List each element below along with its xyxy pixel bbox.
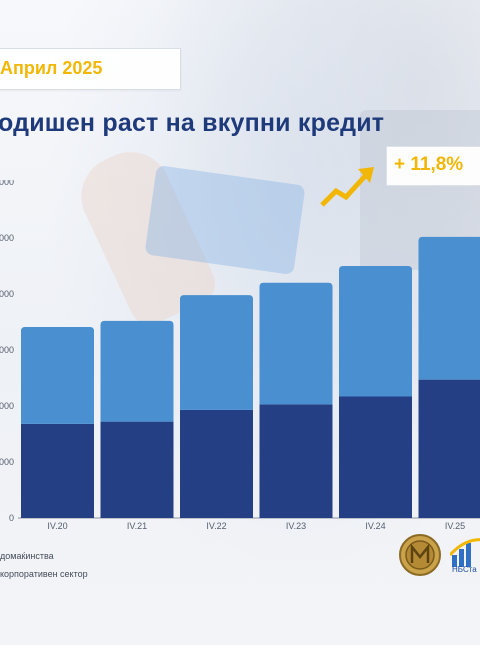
nbs-logo-text: НБСта xyxy=(452,565,477,574)
coin-seal-icon xyxy=(399,534,441,576)
x-tick-label: IV.24 xyxy=(365,521,385,531)
growth-box xyxy=(386,146,480,186)
date-box xyxy=(0,48,181,90)
bar-corporate xyxy=(21,327,94,424)
x-tick-label: IV.21 xyxy=(127,521,147,531)
x-tick-label: IV.20 xyxy=(47,521,67,531)
page-title: одишен раст на вкупни кредит xyxy=(0,109,385,137)
bar-households xyxy=(339,396,412,518)
x-tick-label: IV.22 xyxy=(206,521,226,531)
date-label: Април 2025 xyxy=(0,58,103,78)
bar-corporate xyxy=(259,282,333,405)
bar-households xyxy=(100,421,174,518)
y-tick-label: 000 xyxy=(0,401,14,411)
growth-arrow-icon xyxy=(320,167,374,207)
x-tick-label: IV.23 xyxy=(286,521,306,531)
nbs-logo-icon xyxy=(450,538,480,567)
y-tick-label: 0 xyxy=(9,513,14,523)
bar-corporate xyxy=(100,320,174,422)
bar-layer xyxy=(21,236,480,518)
y-tick-label: 000 xyxy=(0,345,14,355)
bar-households xyxy=(259,404,333,518)
bar-corporate xyxy=(339,266,412,397)
legend-households: домаќинства xyxy=(0,551,54,561)
y-tick-label: 000 xyxy=(0,233,14,243)
bar-households xyxy=(21,423,94,518)
y-tick-label: 000 xyxy=(0,180,14,187)
bar-households xyxy=(418,379,480,518)
bar-corporate xyxy=(180,295,253,410)
bar-corporate xyxy=(418,236,480,380)
y-tick-label: 000 xyxy=(0,289,14,299)
bar-households xyxy=(180,409,253,518)
legend-corporate: корпоративен сектор xyxy=(0,569,88,579)
growth-label: + 11,8% xyxy=(394,154,464,175)
x-tick-label: IV.25 xyxy=(445,521,465,531)
y-tick-label: 000 xyxy=(0,457,14,467)
